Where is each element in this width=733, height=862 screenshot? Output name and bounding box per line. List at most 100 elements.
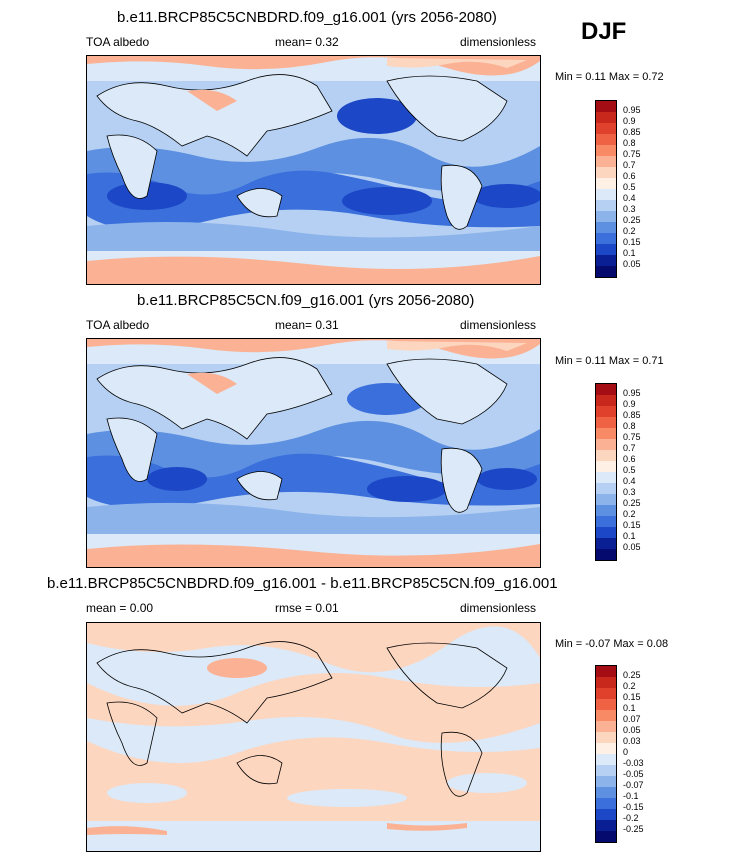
colorbar-label: 0.7 xyxy=(623,160,636,170)
panel-3-colorbar-swatches xyxy=(595,665,617,843)
colorbar-swatch xyxy=(596,688,616,699)
colorbar-label: 0.95 xyxy=(623,105,641,115)
colorbar-label: 0.75 xyxy=(623,149,641,159)
colorbar-swatch xyxy=(596,666,616,677)
colorbar-swatch xyxy=(596,156,616,167)
colorbar-label: 0.5 xyxy=(623,465,636,475)
colorbar-swatch xyxy=(596,222,616,233)
colorbar-label: 0.25 xyxy=(623,670,641,680)
colorbar-swatch xyxy=(596,439,616,450)
panel-1-colorbar-swatches xyxy=(595,100,617,278)
colorbar-swatch xyxy=(596,809,616,820)
colorbar-label: 0.5 xyxy=(623,182,636,192)
panel-2-left-label: TOA albedo xyxy=(86,318,150,332)
panel-1-title: b.e11.BRCP85C5CNBDRD.f09_g16.001 (yrs 20… xyxy=(117,9,497,26)
panel-2-minmax: Min = 0.11 Max = 0.71 xyxy=(555,355,664,367)
panel-1-colorbar: 0.95 0.9 0.85 0.8 0.75 0.7 0.6 0.5 0.4 0… xyxy=(595,100,641,278)
colorbar-swatch xyxy=(596,765,616,776)
colorbar-swatch xyxy=(596,831,616,842)
colorbar-label: 0.25 xyxy=(623,215,641,225)
colorbar-label: 0.4 xyxy=(623,193,636,203)
panel-2-units: dimensionless xyxy=(460,318,537,332)
colorbar-swatch xyxy=(596,527,616,538)
colorbar-swatch xyxy=(596,134,616,145)
colorbar-label: 0.8 xyxy=(623,421,636,431)
colorbar-label: -0.05 xyxy=(623,769,644,779)
panel-1-map xyxy=(86,55,541,285)
colorbar-swatch xyxy=(596,820,616,831)
colorbar-swatch xyxy=(596,200,616,211)
colorbar-label: 0.03 xyxy=(623,736,641,746)
panel-2-colorbar: 0.95 0.9 0.85 0.8 0.75 0.7 0.6 0.5 0.4 0… xyxy=(595,383,641,561)
colorbar-label: 0.25 xyxy=(623,498,641,508)
colorbar-swatch xyxy=(596,483,616,494)
colorbar-swatch xyxy=(596,677,616,688)
panel-3-map xyxy=(86,622,541,852)
colorbar-swatch xyxy=(596,494,616,505)
colorbar-label: 0.07 xyxy=(623,714,641,724)
colorbar-label: 0.05 xyxy=(623,259,641,269)
colorbar-swatch xyxy=(596,710,616,721)
colorbar-label: 0.8 xyxy=(623,138,636,148)
colorbar-swatch xyxy=(596,472,616,483)
colorbar-swatch xyxy=(596,395,616,406)
panel-2-mean: mean= 0.31 xyxy=(275,318,339,332)
panel-3-mean: mean = 0.00 xyxy=(86,601,154,615)
panel-1-minmax: Min = 0.11 Max = 0.72 xyxy=(555,71,664,83)
colorbar-swatch xyxy=(596,461,616,472)
colorbar-label: 0.2 xyxy=(623,509,636,519)
colorbar-label: 0.75 xyxy=(623,432,641,442)
colorbar-swatch xyxy=(596,145,616,156)
colorbar-swatch xyxy=(596,189,616,200)
colorbar-swatch xyxy=(596,255,616,266)
colorbar-swatch xyxy=(596,123,616,134)
panel-1-map-plot xyxy=(87,56,540,284)
panel-2-title: b.e11.BRCP85C5CN.f09_g16.001 (yrs 2056-2… xyxy=(137,292,475,309)
colorbar-swatch xyxy=(596,101,616,112)
colorbar-swatch xyxy=(596,538,616,549)
colorbar-swatch xyxy=(596,112,616,123)
colorbar-label: -0.2 xyxy=(623,813,639,823)
colorbar-swatch xyxy=(596,721,616,732)
colorbar-label: 0.9 xyxy=(623,116,636,126)
colorbar-label: -0.15 xyxy=(623,802,644,812)
colorbar-swatch xyxy=(596,417,616,428)
colorbar-swatch xyxy=(596,516,616,527)
colorbar-label: -0.07 xyxy=(623,780,644,790)
colorbar-label: 0.15 xyxy=(623,520,641,530)
colorbar-label: 0.7 xyxy=(623,443,636,453)
colorbar-swatch xyxy=(596,743,616,754)
colorbar-label: 0.9 xyxy=(623,399,636,409)
season-label: DJF xyxy=(581,18,627,45)
colorbar-swatch xyxy=(596,754,616,765)
colorbar-swatch xyxy=(596,732,616,743)
panel-3-rmse: rmse = 0.01 xyxy=(275,601,339,615)
colorbar-label: 0.3 xyxy=(623,204,636,214)
colorbar-swatch xyxy=(596,167,616,178)
panel-3-title: b.e11.BRCP85C5CNBDRD.f09_g16.001 - b.e11… xyxy=(47,575,558,592)
colorbar-label: 0.3 xyxy=(623,487,636,497)
panel-3-units: dimensionless xyxy=(460,601,537,615)
colorbar-label: 0.6 xyxy=(623,454,636,464)
colorbar-label: 0.05 xyxy=(623,542,641,552)
colorbar-swatch xyxy=(596,798,616,809)
colorbar-swatch xyxy=(596,178,616,189)
panel-3-minmax: Min = -0.07 Max = 0.08 xyxy=(555,638,669,650)
colorbar-label: 0.1 xyxy=(623,531,636,541)
colorbar-swatch xyxy=(596,699,616,710)
colorbar-swatch xyxy=(596,384,616,395)
panel-1-left-label: TOA albedo xyxy=(86,35,150,49)
colorbar-label: 0.2 xyxy=(623,226,636,236)
colorbar-label: 0.1 xyxy=(623,248,636,258)
panel-3-map-plot xyxy=(87,623,540,851)
colorbar-swatch xyxy=(596,428,616,439)
colorbar-swatch xyxy=(596,776,616,787)
panel-1-units: dimensionless xyxy=(460,35,537,49)
panel-1-mean: mean= 0.32 xyxy=(275,35,339,49)
colorbar-label: 0.85 xyxy=(623,410,641,420)
panel-2-map-plot xyxy=(87,339,540,567)
colorbar-swatch xyxy=(596,406,616,417)
colorbar-swatch xyxy=(596,233,616,244)
colorbar-label: 0 xyxy=(623,747,629,757)
colorbar-label: 0.15 xyxy=(623,692,641,702)
